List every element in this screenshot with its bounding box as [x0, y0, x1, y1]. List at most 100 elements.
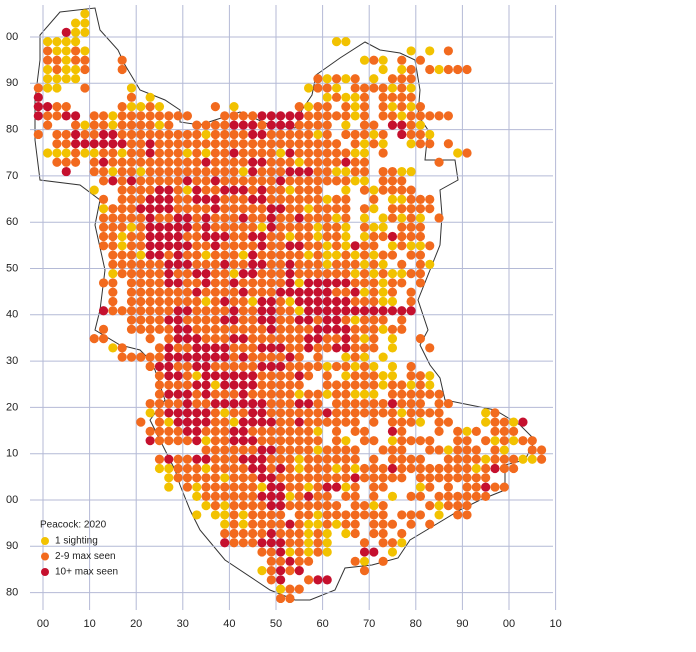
record-dot	[350, 259, 360, 269]
record-dot	[406, 92, 416, 102]
record-dot	[98, 204, 109, 214]
record-dot	[397, 436, 407, 446]
record-dot	[154, 343, 165, 353]
record-dot	[369, 120, 379, 130]
record-dot	[294, 102, 304, 112]
record-dot	[201, 398, 211, 409]
record-dot	[341, 194, 351, 204]
record-dot	[257, 361, 267, 372]
record-dot	[266, 556, 276, 566]
record-dot	[294, 584, 304, 594]
record-dot	[303, 491, 314, 501]
record-dot	[397, 92, 407, 102]
record-dot	[238, 389, 248, 399]
record-dot	[52, 83, 62, 93]
record-dot	[294, 231, 304, 242]
record-dot	[145, 278, 155, 288]
legend-label: 10+ max seen	[55, 567, 118, 578]
record-dot	[294, 120, 304, 130]
record-dot	[61, 148, 71, 158]
record-dot	[201, 120, 211, 130]
record-dot	[322, 380, 332, 390]
record-dot	[294, 241, 304, 251]
record-dot	[201, 166, 211, 177]
record-dot	[108, 269, 118, 279]
record-dot	[126, 157, 137, 167]
record-dot	[182, 296, 193, 307]
record-dot	[425, 501, 435, 511]
record-dot	[192, 222, 202, 232]
record-dot	[182, 259, 193, 269]
record-dot	[303, 510, 314, 520]
record-dot	[192, 371, 202, 381]
record-dot	[164, 315, 174, 325]
record-dot	[126, 250, 137, 260]
record-dot	[425, 436, 435, 446]
record-dot	[369, 473, 379, 483]
record-dot	[481, 454, 491, 464]
record-dot	[294, 204, 304, 214]
record-dot	[415, 454, 426, 464]
record-dot	[285, 204, 295, 214]
record-dot	[248, 398, 258, 409]
record-dot	[331, 157, 342, 167]
record-dot	[201, 241, 211, 251]
record-dot	[369, 296, 379, 307]
record-dot	[434, 445, 444, 455]
record-dot	[117, 157, 127, 167]
record-dot	[499, 436, 509, 446]
record-dot	[378, 398, 388, 409]
record-dot	[331, 166, 342, 177]
record-dot	[238, 473, 248, 483]
record-dot	[164, 482, 174, 492]
record-dot	[406, 361, 416, 372]
record-dot	[294, 361, 304, 372]
record-dot	[173, 204, 183, 214]
record-dot	[108, 213, 118, 223]
record-dot	[406, 463, 416, 474]
record-dot	[229, 157, 239, 167]
record-dot	[331, 473, 342, 483]
record-dot	[425, 482, 435, 492]
record-dot	[303, 389, 314, 399]
record-dot	[350, 250, 360, 260]
record-dot	[294, 259, 304, 269]
record-dot	[136, 352, 146, 362]
record-dot	[154, 250, 165, 260]
record-dot	[276, 575, 286, 585]
record-dot	[285, 463, 295, 474]
record-dot	[359, 547, 370, 557]
record-dot	[341, 241, 351, 251]
record-dot	[173, 315, 183, 325]
record-dot	[397, 324, 407, 334]
record-dot	[397, 278, 407, 288]
record-dot	[145, 194, 155, 204]
record-dot	[341, 306, 351, 316]
record-dot	[192, 463, 202, 474]
record-dot	[80, 64, 90, 75]
record-dot	[294, 445, 304, 455]
record-dot	[434, 64, 444, 75]
record-dot	[285, 371, 295, 381]
record-dot	[285, 194, 295, 204]
record-dot	[313, 343, 323, 353]
record-dot	[425, 64, 435, 75]
record-dot	[164, 473, 174, 483]
record-dot	[182, 306, 193, 316]
record-dot	[210, 157, 220, 167]
record-dot	[341, 120, 351, 130]
record-dot	[192, 352, 202, 362]
record-dot	[164, 269, 174, 279]
record-dot	[341, 334, 351, 344]
record-dot	[117, 250, 127, 260]
record-dot	[322, 408, 332, 418]
record-dot	[126, 83, 137, 93]
record-dot	[294, 269, 304, 279]
record-dot	[210, 491, 220, 501]
record-dot	[294, 473, 304, 483]
record-dot	[387, 408, 398, 418]
record-dot	[98, 306, 109, 316]
record-dot	[182, 361, 193, 372]
record-dot	[154, 380, 165, 390]
record-dot	[173, 231, 183, 242]
